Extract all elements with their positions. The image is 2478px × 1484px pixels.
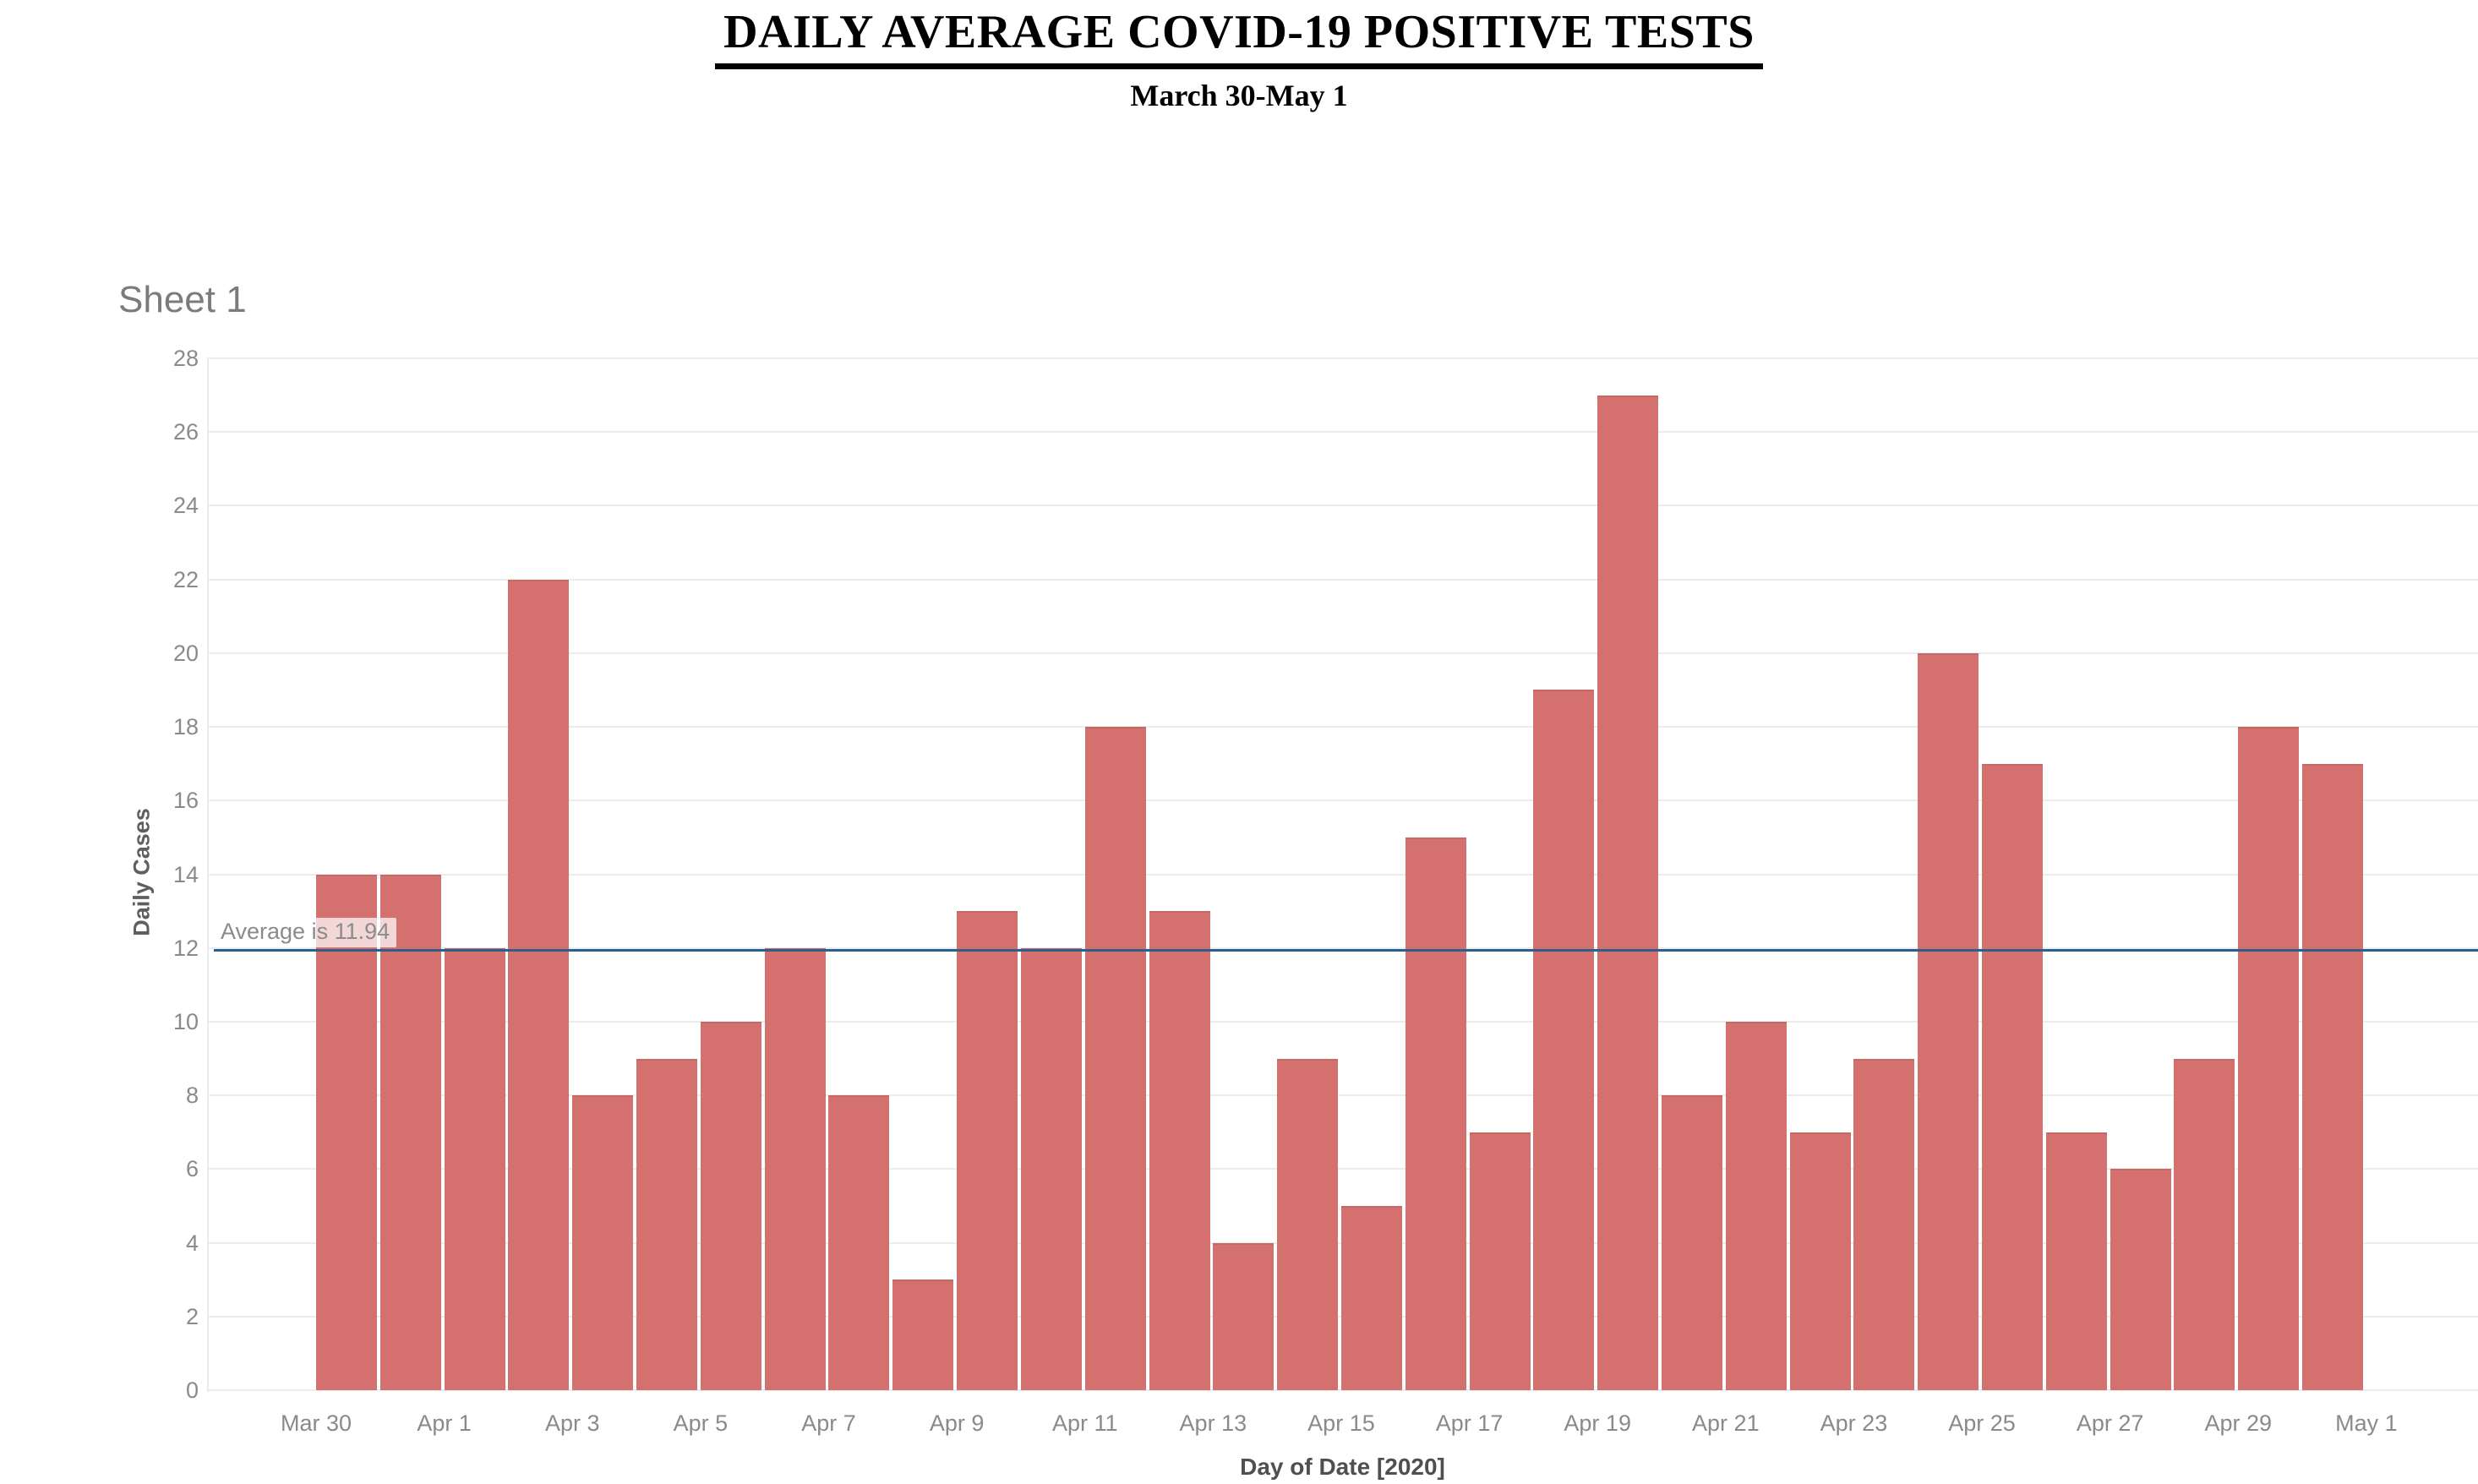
page-title: DAILY AVERAGE COVID-19 POSITIVE TESTS — [0, 5, 2478, 69]
x-tick-label-apr-3: Apr 3 — [544, 1410, 600, 1436]
average-reference-line-label: Average is 11.94 — [214, 918, 397, 948]
y-tick-label-4: 4 — [185, 1230, 199, 1256]
gridline-y-12 — [207, 947, 2478, 949]
bar-apr-24[interactable] — [1918, 652, 1979, 1390]
bar-apr-14[interactable] — [1277, 1058, 1339, 1390]
gridline-y-0 — [207, 1389, 2478, 1391]
sheet-title: Sheet 1 — [118, 279, 247, 320]
x-tick-label-apr-25: Apr 25 — [1948, 1410, 2016, 1436]
bar-apr-4[interactable] — [636, 1058, 698, 1390]
page-subtitle: March 30-May 1 — [1130, 79, 1348, 112]
bar-apr-8[interactable] — [892, 1279, 954, 1390]
bar-apr-5[interactable] — [700, 1021, 761, 1390]
bar-apr-7[interactable] — [828, 1095, 890, 1390]
y-tick-label-6: 6 — [185, 1156, 199, 1182]
bar-apr-1[interactable] — [444, 947, 505, 1390]
x-tick-label-apr-17: Apr 17 — [1435, 1410, 1504, 1436]
gridline-y-26 — [207, 431, 2478, 434]
x-tick-label-apr-7: Apr 7 — [801, 1410, 856, 1436]
y-tick-label-26: 26 — [172, 419, 199, 445]
y-tick-label-20: 20 — [172, 640, 199, 666]
gridline-y-14 — [207, 873, 2478, 876]
gridline-y-8 — [207, 1094, 2478, 1097]
bar-apr-22[interactable] — [1789, 1132, 1851, 1390]
y-tick-label-28: 28 — [172, 346, 199, 371]
bar-apr-25[interactable] — [1982, 763, 2044, 1390]
bar-apr-11[interactable] — [1084, 727, 1146, 1390]
bar-apr-3[interactable] — [572, 1095, 634, 1390]
gridline-y-6 — [207, 1168, 2478, 1170]
gridline-y-16 — [207, 799, 2478, 802]
y-tick-label-14: 14 — [172, 861, 199, 887]
bar-apr-30[interactable] — [2302, 763, 2364, 1390]
bar-apr-29[interactable] — [2238, 727, 2300, 1390]
y-tick-label-8: 8 — [185, 1083, 199, 1109]
x-tick-label-apr-27: Apr 27 — [2076, 1410, 2144, 1436]
bar-mar-30[interactable] — [316, 874, 377, 1390]
y-tick-label-0: 0 — [185, 1378, 199, 1403]
gridline-y-18 — [207, 726, 2478, 728]
bar-apr-17[interactable] — [1469, 1132, 1531, 1390]
x-tick-label-apr-5: Apr 5 — [673, 1410, 729, 1436]
bar-apr-9[interactable] — [957, 911, 1018, 1390]
y-tick-label-18: 18 — [172, 714, 199, 740]
x-tick-label-apr-15: Apr 15 — [1307, 1410, 1375, 1436]
bar-apr-12[interactable] — [1149, 911, 1210, 1390]
gridline-y-10 — [207, 1020, 2478, 1023]
x-tick-label-may-1: May 1 — [2335, 1410, 2398, 1436]
x-tick-label-apr-11: Apr 11 — [1051, 1410, 1118, 1436]
bar-apr-16[interactable] — [1405, 837, 1466, 1390]
y-tick-label-22: 22 — [172, 566, 199, 592]
bar-apr-23[interactable] — [1853, 1058, 1915, 1390]
x-tick-label-apr-23: Apr 23 — [1820, 1410, 1888, 1436]
gridline-y-22 — [207, 578, 2478, 581]
bar-apr-13[interactable] — [1213, 1242, 1274, 1390]
bar-mar-31[interactable] — [379, 874, 441, 1390]
x-tick-label-apr-1: Apr 1 — [417, 1410, 472, 1436]
bar-apr-28[interactable] — [2174, 1058, 2235, 1390]
bar-apr-15[interactable] — [1340, 1205, 1402, 1390]
gridline-y-20 — [207, 652, 2478, 654]
y-tick-label-16: 16 — [172, 788, 199, 814]
y-tick-label-2: 2 — [185, 1303, 199, 1329]
page-title-text: DAILY AVERAGE COVID-19 POSITIVE TESTS — [715, 5, 1763, 69]
x-tick-label-apr-21: Apr 21 — [1692, 1410, 1760, 1436]
bar-apr-18[interactable] — [1533, 690, 1595, 1390]
bar-apr-27[interactable] — [2110, 1169, 2171, 1390]
x-tick-label-apr-13: Apr 13 — [1179, 1410, 1247, 1436]
x-tick-label-mar-30: Mar 30 — [280, 1410, 352, 1436]
average-reference-line — [214, 948, 2478, 952]
x-tick-label-apr-29: Apr 29 — [2204, 1410, 2273, 1436]
x-tick-label-apr-19: Apr 19 — [1564, 1410, 1631, 1436]
bar-apr-6[interactable] — [764, 947, 826, 1390]
y-axis-rule — [207, 358, 209, 1392]
bar-apr-26[interactable] — [2045, 1132, 2107, 1390]
bar-apr-2[interactable] — [508, 579, 570, 1390]
y-tick-label-24: 24 — [172, 493, 199, 519]
x-tick-label-apr-9: Apr 9 — [929, 1410, 985, 1436]
y-tick-label-10: 10 — [172, 1008, 199, 1034]
x-axis-title: Day of Date [2020] — [1240, 1454, 1445, 1480]
bar-apr-19[interactable] — [1597, 395, 1659, 1390]
gridline-y-28 — [207, 357, 2478, 359]
bar-apr-20[interactable] — [1662, 1095, 1722, 1390]
bar-apr-21[interactable] — [1725, 1021, 1787, 1390]
gridline-y-24 — [207, 505, 2478, 507]
bar-apr-10[interactable] — [1020, 947, 1082, 1390]
y-tick-label-12: 12 — [172, 935, 199, 961]
